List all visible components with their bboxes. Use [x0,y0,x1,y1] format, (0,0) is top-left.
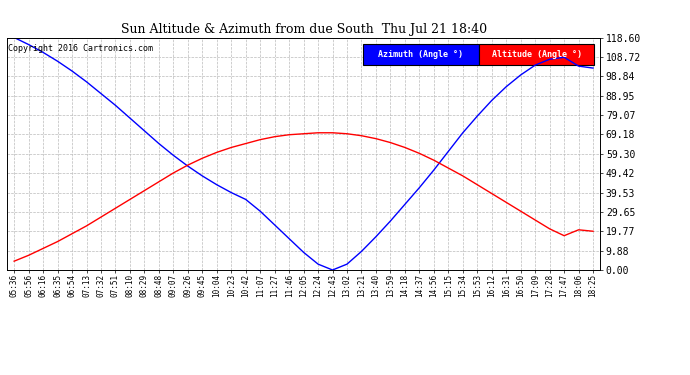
Text: Copyright 2016 Cartronics.com: Copyright 2016 Cartronics.com [8,45,153,54]
Title: Sun Altitude & Azimuth from due South  Thu Jul 21 18:40: Sun Altitude & Azimuth from due South Th… [121,23,486,36]
Text: Altitude (Angle °): Altitude (Angle °) [491,51,582,59]
FancyBboxPatch shape [363,45,479,65]
Text: Azimuth (Angle °): Azimuth (Angle °) [378,51,463,59]
FancyBboxPatch shape [479,45,594,65]
